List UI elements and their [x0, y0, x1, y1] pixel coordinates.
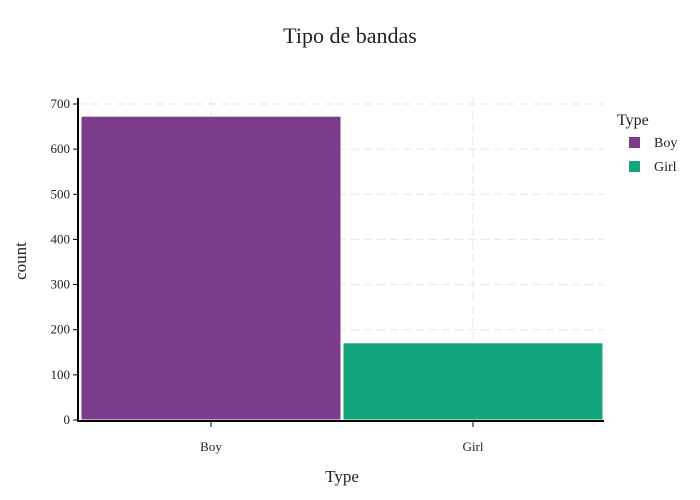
- x-tick-label: Boy: [200, 439, 222, 454]
- legend-swatch-boy: [629, 137, 640, 148]
- x-axis-title: Type: [325, 467, 359, 486]
- legend-label-girl: Girl: [654, 160, 677, 175]
- y-tick-label: 200: [51, 322, 71, 337]
- y-tick-label: 700: [51, 96, 71, 111]
- y-tick-label: 300: [51, 277, 71, 292]
- y-tick-label: 0: [64, 412, 71, 427]
- legend-swatch-girl: [629, 161, 640, 172]
- legend-label-boy: Boy: [654, 136, 677, 151]
- x-tick-label: Girl: [463, 439, 484, 454]
- y-tick-label: 500: [51, 186, 71, 201]
- bar-girl: [342, 342, 604, 421]
- y-tick-label: 600: [51, 141, 71, 156]
- bar-boy: [80, 115, 342, 421]
- legend: Type Boy Girl: [617, 112, 677, 175]
- chart-title: Tipo de bandas: [283, 23, 417, 48]
- axes: 0 100 200 300 400 500 600 700 Boy Girl: [51, 96, 604, 454]
- y-tick-label: 400: [51, 231, 71, 246]
- y-tick-label: 100: [51, 367, 71, 382]
- legend-title: Type: [617, 112, 649, 129]
- bars: [80, 115, 604, 421]
- y-axis-title: count: [11, 242, 30, 280]
